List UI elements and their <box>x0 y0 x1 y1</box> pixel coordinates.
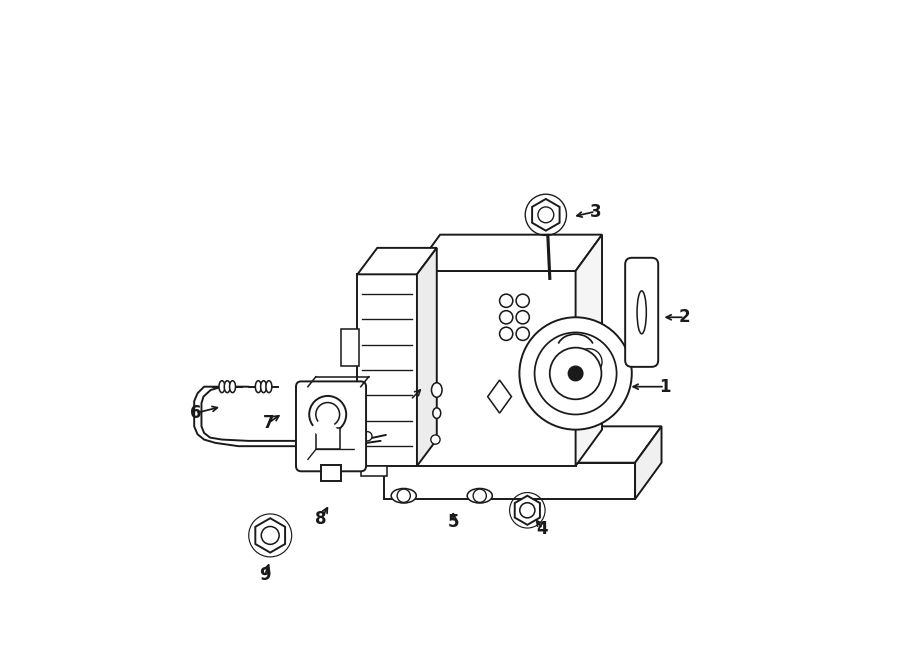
Circle shape <box>316 403 339 426</box>
Circle shape <box>261 526 279 545</box>
Text: 9: 9 <box>259 566 271 584</box>
Ellipse shape <box>467 488 492 503</box>
Ellipse shape <box>230 381 236 393</box>
Circle shape <box>550 348 601 399</box>
Circle shape <box>576 348 602 375</box>
Bar <box>384 463 635 499</box>
Ellipse shape <box>256 381 261 393</box>
Polygon shape <box>361 466 387 476</box>
Circle shape <box>431 435 440 444</box>
Circle shape <box>568 366 583 381</box>
Bar <box>317 428 339 449</box>
Circle shape <box>519 317 632 430</box>
Circle shape <box>516 311 529 324</box>
Bar <box>341 386 359 423</box>
Ellipse shape <box>224 381 230 393</box>
Text: 1: 1 <box>659 377 670 396</box>
Text: 5: 5 <box>447 513 459 531</box>
Polygon shape <box>635 426 662 499</box>
Ellipse shape <box>219 381 225 393</box>
Polygon shape <box>384 426 662 463</box>
Polygon shape <box>357 248 436 274</box>
Wedge shape <box>311 414 338 436</box>
Text: 3: 3 <box>590 202 601 221</box>
Circle shape <box>535 332 617 414</box>
Polygon shape <box>576 235 602 466</box>
Polygon shape <box>417 248 436 466</box>
Ellipse shape <box>392 488 417 503</box>
Circle shape <box>363 432 372 441</box>
Bar <box>341 329 359 366</box>
Ellipse shape <box>637 291 646 334</box>
Bar <box>321 465 341 481</box>
Text: 8: 8 <box>315 510 327 528</box>
Circle shape <box>473 489 486 502</box>
Circle shape <box>520 503 535 518</box>
Polygon shape <box>256 518 285 553</box>
Circle shape <box>500 311 513 324</box>
Ellipse shape <box>266 381 272 393</box>
Circle shape <box>500 327 513 340</box>
Polygon shape <box>414 235 602 271</box>
Circle shape <box>397 489 410 502</box>
Circle shape <box>516 294 529 307</box>
Circle shape <box>310 396 346 433</box>
Polygon shape <box>532 199 560 231</box>
Bar <box>414 271 576 466</box>
FancyBboxPatch shape <box>296 381 366 471</box>
Text: 4: 4 <box>536 520 548 538</box>
Polygon shape <box>488 380 511 413</box>
Circle shape <box>538 207 554 223</box>
Ellipse shape <box>261 381 266 393</box>
Text: 2: 2 <box>679 308 690 327</box>
Bar <box>357 274 417 466</box>
FancyBboxPatch shape <box>626 258 658 367</box>
Ellipse shape <box>433 408 441 418</box>
Ellipse shape <box>431 383 442 397</box>
Circle shape <box>500 294 513 307</box>
Circle shape <box>516 327 529 340</box>
Text: 7: 7 <box>263 414 274 432</box>
Polygon shape <box>515 496 540 525</box>
Text: 6: 6 <box>190 404 202 422</box>
